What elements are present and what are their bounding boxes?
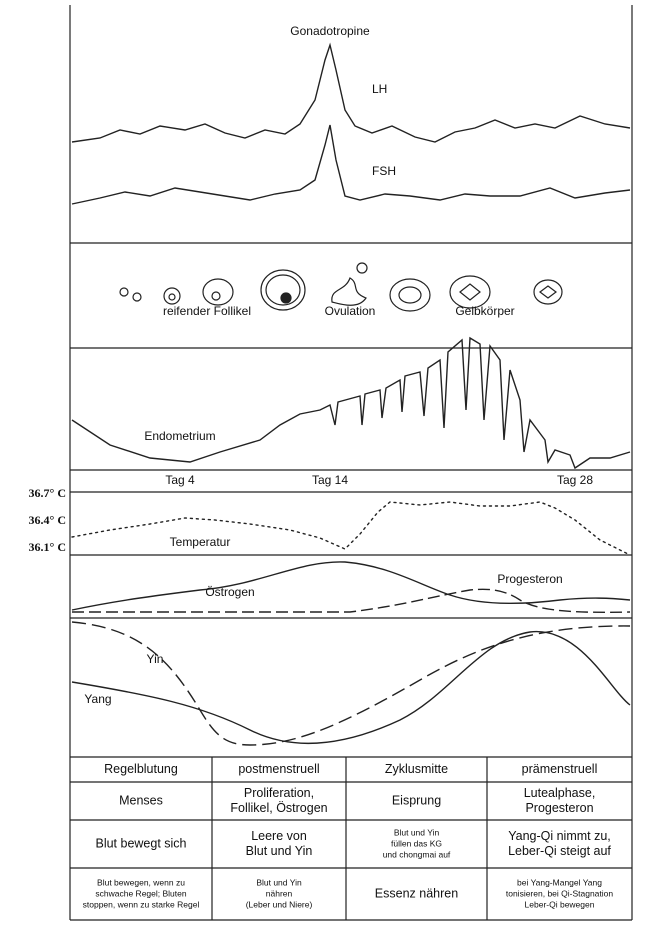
table-cell-text: Follikel, Östrogen — [230, 801, 327, 815]
table-cell-text: tonisieren, bei Qi-Stagnation — [506, 888, 614, 898]
day-label: Tag 28 — [557, 473, 593, 487]
table-cell-text: Yang-Qi nimmt zu, — [508, 829, 611, 843]
table-cell-text: nähren — [266, 888, 293, 898]
table-cell-text: Leere von — [251, 829, 307, 843]
estrogen-label: Östrogen — [205, 585, 254, 599]
yang-label: Yang — [84, 692, 111, 706]
table-cell-text: Essenz nähren — [375, 886, 458, 900]
table-cell-text: stoppen, wenn zu starke Regel — [83, 899, 200, 909]
temperature-scale: 36.4° C — [29, 513, 66, 527]
table-cell-text: füllen das KG — [391, 838, 442, 848]
table-cell-text: Regelblutung — [104, 762, 178, 776]
table-cell-text: postmenstruell — [238, 762, 319, 776]
day-label: Tag 4 — [165, 473, 195, 487]
table-cell-text: Menses — [119, 793, 163, 807]
table-cell-text: Proliferation, — [244, 786, 314, 800]
follicle-label: reifender Follikel — [163, 304, 251, 318]
lh-curve — [72, 45, 630, 142]
table-cell-text: Eisprung — [392, 793, 441, 807]
endometrium-label: Endometrium — [144, 429, 215, 443]
progesterone-label: Progesteron — [497, 572, 562, 586]
yang-curve — [72, 632, 630, 744]
table-cell-text: Progesteron — [525, 801, 593, 815]
fsh-label: FSH — [372, 164, 396, 178]
table-cell-text: Leber-Qi steigt auf — [508, 844, 611, 858]
progesterone-curve — [72, 589, 630, 612]
temperature-scale: 36.7° C — [29, 486, 66, 500]
table-cell-text: schwache Regel; Bluten — [95, 888, 186, 898]
yin-label: Yin — [147, 652, 164, 666]
ovulation-label: Ovulation — [325, 304, 376, 318]
diagram: Gonadotropine LH FSH reifender Follikel … — [0, 0, 664, 925]
endometrium-curve — [72, 338, 630, 468]
table-cell-text: Blut und Yin — [246, 844, 313, 858]
table-cell-text: Leber-Qi bewegen — [525, 899, 595, 909]
table-cell-text: bei Yang-Mangel Yang — [517, 877, 602, 887]
table-cell-text: Blut bewegen, wenn zu — [97, 877, 185, 887]
table-cell-text: Blut und Yin — [256, 877, 302, 887]
yin-curve — [72, 622, 630, 745]
table-cell-text: Zyklusmitte — [385, 762, 448, 776]
table-cell-text: prämenstruell — [522, 762, 598, 776]
fsh-curve — [72, 125, 630, 204]
lh-label: LH — [372, 82, 387, 96]
table-cell-text: Blut und Yin — [394, 827, 440, 837]
table-cell-text: Blut bewegt sich — [95, 836, 186, 850]
hormones-title: Gonadotropine — [290, 24, 370, 38]
temperature-label: Temperatur — [170, 535, 231, 549]
temperature-scale: 36.1° C — [29, 540, 66, 554]
temperature-curve — [72, 502, 630, 555]
table-cell-text: Lutealphase, — [524, 786, 596, 800]
table-cell-text: und chongmai auf — [383, 849, 451, 859]
day-label: Tag 14 — [312, 473, 348, 487]
corpus-luteum-label: Gelbkörper — [455, 304, 514, 318]
table-cell-text: (Leber und Niere) — [246, 899, 313, 909]
